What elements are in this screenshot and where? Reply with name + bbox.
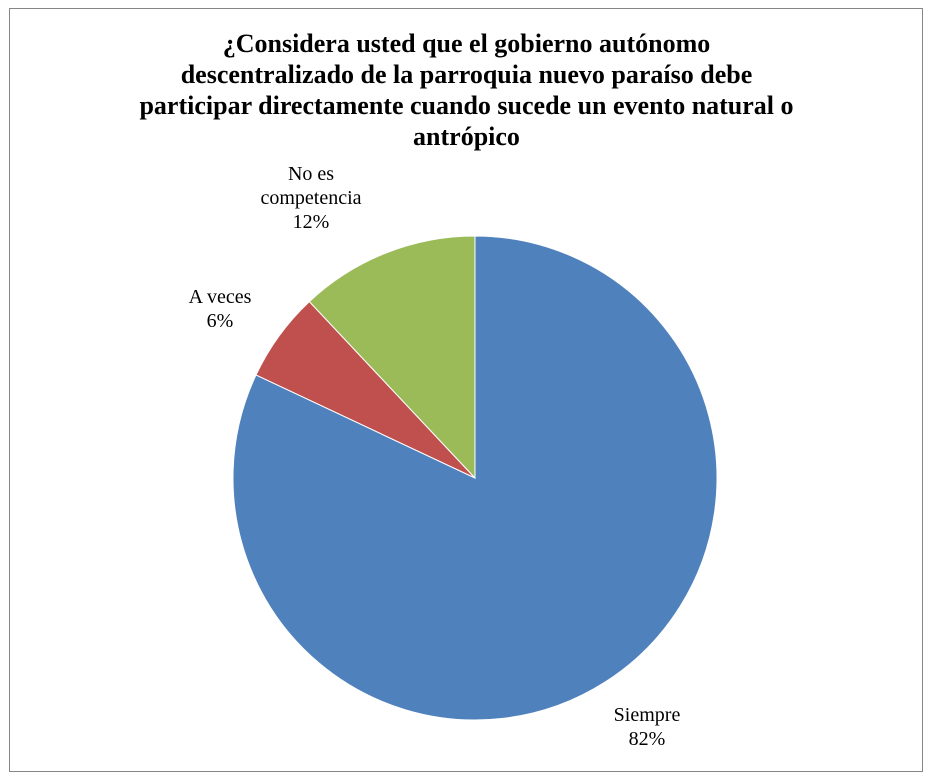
slice-label-siempre-value: 82% [628,728,666,750]
chart-title-line-1: ¿Considera usted que el gobierno autónom… [222,29,711,58]
slice-label-a-veces-value: 6% [206,310,234,332]
slice-label-siempre: Siempre 82% [567,703,727,751]
slice-label-a-veces-name: A veces [188,286,252,308]
chart-title-line-3: participar directamente cuando sucede un… [139,91,794,120]
slice-label-a-veces: A veces 6% [150,285,290,333]
chart-title-line-2: descentralizado de la parroquia nuevo pa… [180,60,753,89]
slice-label-no-es-competencia-name-2: competencia [260,187,362,209]
slice-label-siempre-name: Siempre [613,704,681,726]
slice-label-no-es-competencia: No es competencia 12% [236,162,386,234]
chart-title-line-4: antrópico [413,122,520,151]
chart-title: ¿Considera usted que el gobierno autónom… [0,28,933,152]
slice-label-no-es-competencia-name-1: No es [287,163,335,185]
slice-label-no-es-competencia-value: 12% [292,211,330,233]
pie-slice-no-es-competencia [308,235,476,480]
